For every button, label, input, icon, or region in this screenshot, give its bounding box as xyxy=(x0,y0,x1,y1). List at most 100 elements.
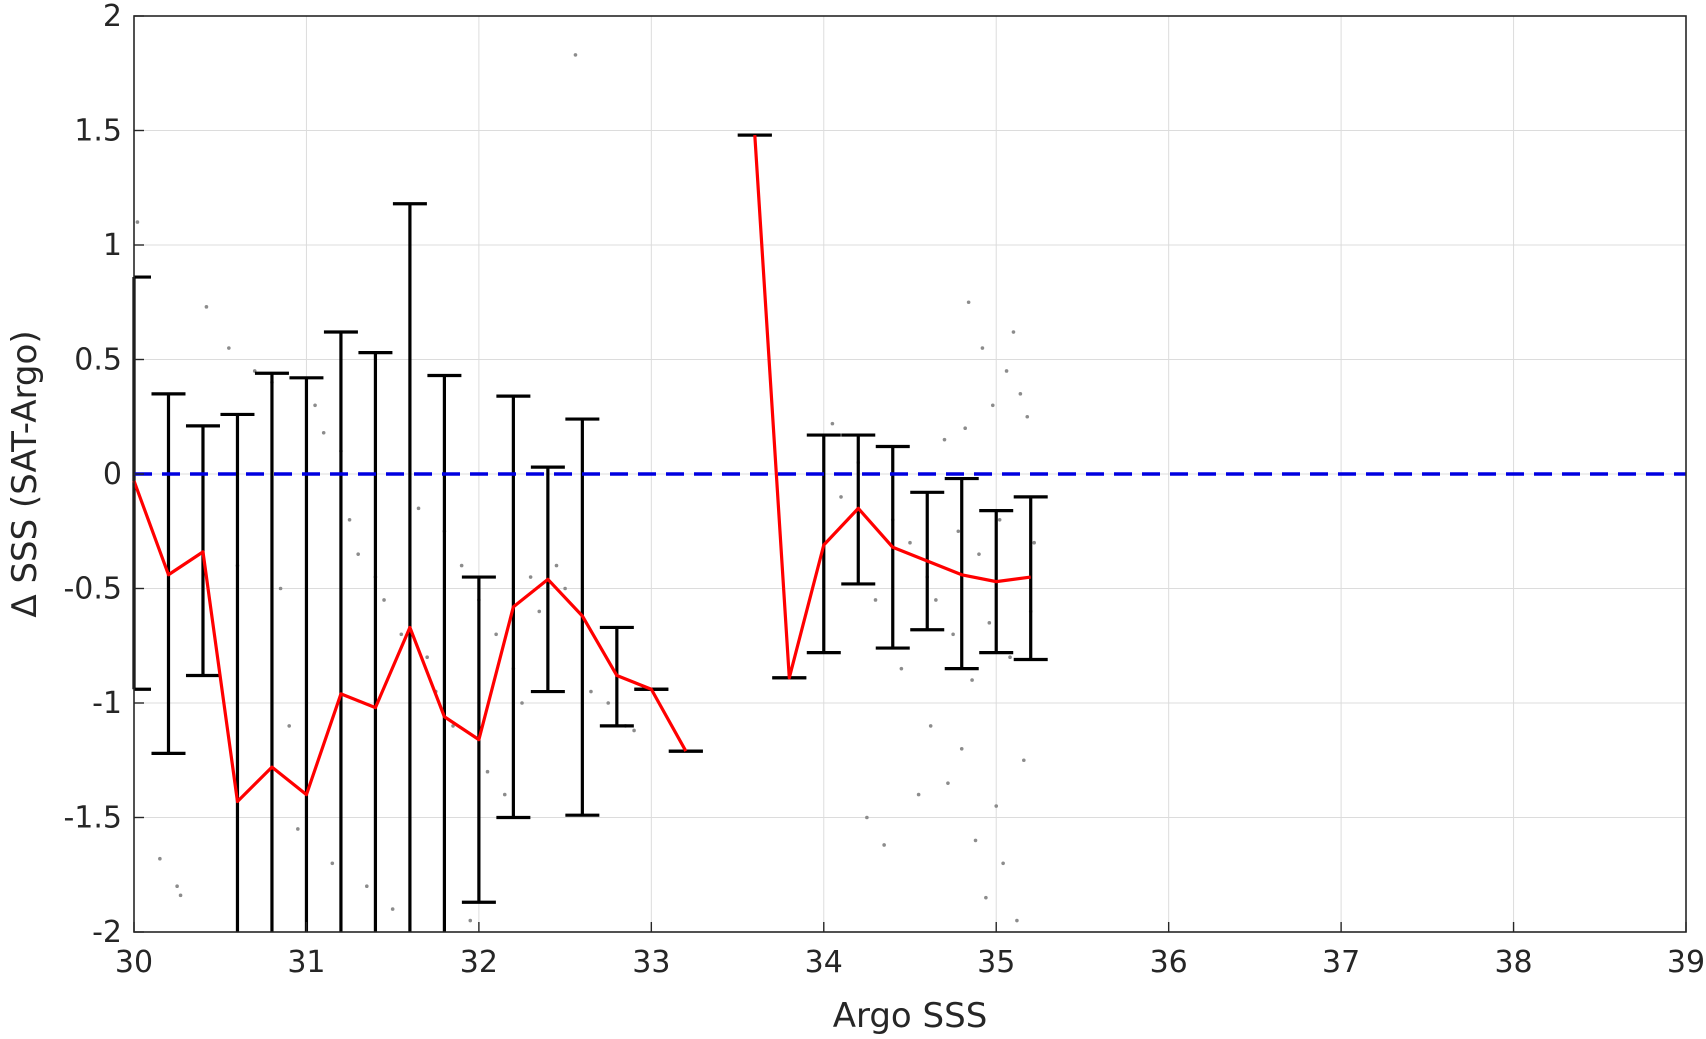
scatter-point xyxy=(942,437,947,442)
scatter-point xyxy=(994,804,999,808)
y-tick-label: 1 xyxy=(103,228,122,263)
scatter-point xyxy=(451,724,455,728)
y-axis-label: Δ SSS (SAT-Argo) xyxy=(5,330,45,617)
scatter-point xyxy=(1004,369,1009,373)
scatter-point xyxy=(963,426,967,431)
scatter-point xyxy=(573,53,578,57)
mean-line-segment xyxy=(132,480,688,804)
scatter-point xyxy=(1011,330,1016,334)
scatter-point xyxy=(916,792,921,797)
scatter-point xyxy=(990,403,995,408)
error-bar xyxy=(220,412,255,932)
scatter-point xyxy=(632,728,636,733)
error-bar xyxy=(392,202,427,932)
x-tick-label: 37 xyxy=(1322,945,1360,980)
scatter-point xyxy=(1001,861,1005,866)
scatter-point xyxy=(973,838,978,843)
y-tick-label: -1 xyxy=(92,686,122,721)
y-tick-label: 2 xyxy=(103,0,122,34)
scatter-point xyxy=(951,632,955,637)
y-tick-label: 0 xyxy=(103,457,122,492)
x-tick-label: 39 xyxy=(1667,945,1705,980)
y-tick-label: 1.5 xyxy=(74,114,122,149)
scatter-point xyxy=(970,678,974,682)
scatter-point xyxy=(956,529,961,534)
mean-line xyxy=(132,134,1031,804)
error-bar xyxy=(427,373,462,932)
y-tick-label: -1.5 xyxy=(63,801,122,836)
scatter-point xyxy=(313,403,317,408)
scatter-point xyxy=(365,884,369,888)
scatter-point xyxy=(416,506,421,511)
error-bar xyxy=(323,330,358,932)
x-tick-label: 34 xyxy=(805,945,843,980)
x-tick-label: 30 xyxy=(115,945,153,980)
y-tick-label: 0.5 xyxy=(74,343,122,378)
scatter-point xyxy=(1008,655,1012,659)
scatter-point xyxy=(356,552,360,556)
scatter-point xyxy=(204,305,209,309)
scatter-point xyxy=(158,856,162,861)
error-bar xyxy=(358,351,393,932)
scatter-point xyxy=(839,495,843,499)
scatter-point xyxy=(1018,392,1023,396)
x-axis-ticks: 30 31 32 33 34 35 36 37 38 39 xyxy=(115,922,1705,980)
scatter-point xyxy=(459,563,464,568)
scatter-point xyxy=(873,598,878,602)
scatter-point xyxy=(390,907,395,911)
y-axis-ticks: -2 -1.5 -1 -0.5 0 0.5 1 1.5 2 xyxy=(63,0,144,950)
scatter-point xyxy=(227,346,231,350)
scatter-point xyxy=(347,518,352,522)
mean-line-segment xyxy=(753,134,1031,680)
x-tick-label: 36 xyxy=(1150,945,1188,980)
scatter-point xyxy=(563,586,567,591)
scatter-point xyxy=(528,575,533,579)
scatter-point xyxy=(554,563,559,568)
scatter-point xyxy=(494,632,498,637)
scatter-point xyxy=(175,884,179,888)
scatter-point xyxy=(278,586,283,591)
scatter-point xyxy=(321,430,326,435)
scatter-point xyxy=(296,827,300,831)
scatter-point xyxy=(399,632,404,637)
scatter-point xyxy=(485,769,490,774)
scatter-point xyxy=(425,655,429,659)
scatter-point xyxy=(934,598,938,602)
scatter-point xyxy=(946,781,950,785)
scatter-point xyxy=(987,621,992,625)
scatter-point xyxy=(1015,918,1019,923)
x-tick-label: 38 xyxy=(1494,945,1532,980)
scatter-point xyxy=(959,747,964,751)
scatter-point xyxy=(606,701,611,705)
x-tick-label: 32 xyxy=(460,945,498,980)
error-bar xyxy=(289,376,324,932)
scatter-point xyxy=(468,918,473,923)
scatter-point xyxy=(135,220,140,224)
error-bar xyxy=(254,371,289,932)
scatter-point xyxy=(928,724,933,728)
scatter-point xyxy=(984,895,988,900)
x-tick-label: 33 xyxy=(632,945,670,980)
scatter-point xyxy=(502,792,507,797)
scatter-point xyxy=(977,552,981,556)
scatter-point xyxy=(908,540,912,545)
scatter-point xyxy=(899,666,904,671)
scatter-point xyxy=(865,815,869,820)
x-axis-label: Argo SSS xyxy=(833,996,988,1036)
scatter-points xyxy=(135,53,1036,923)
scatter-point xyxy=(997,518,1002,522)
scatter-point xyxy=(980,346,985,350)
scatter-point xyxy=(966,300,971,305)
scatter-point xyxy=(830,421,835,426)
scatter-point xyxy=(1032,540,1036,545)
x-tick-label: 35 xyxy=(977,945,1015,980)
y-tick-label: -2 xyxy=(92,915,122,950)
scatter-point xyxy=(330,861,335,866)
scatter-point xyxy=(882,843,886,847)
scatter-point xyxy=(520,701,524,705)
y-tick-label: -0.5 xyxy=(63,572,122,607)
scatter-point xyxy=(589,689,593,694)
x-tick-label: 31 xyxy=(287,945,325,980)
scatter-point xyxy=(537,609,542,614)
